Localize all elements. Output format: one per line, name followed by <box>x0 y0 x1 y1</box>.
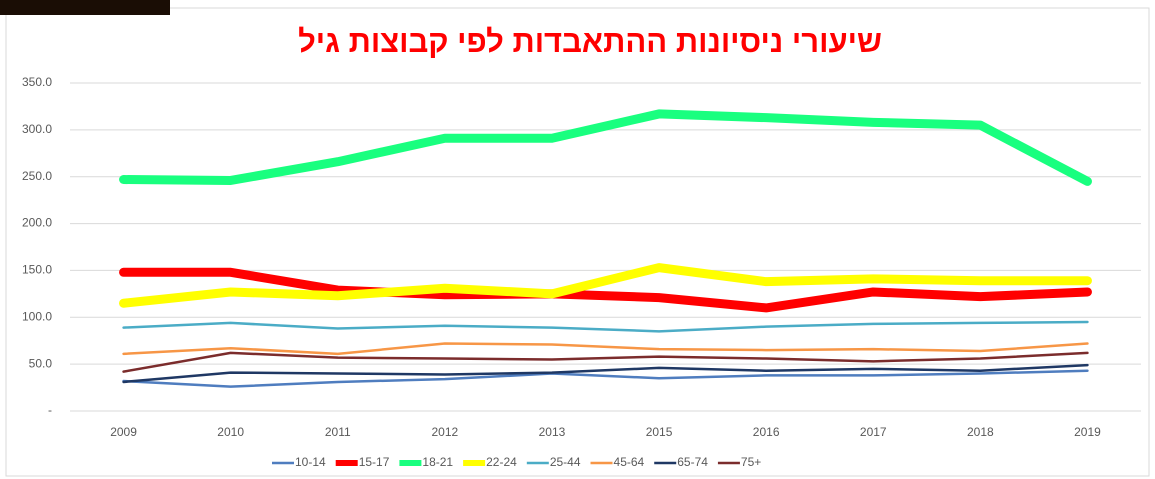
y-tick-label: 250.0 <box>22 169 52 183</box>
legend-label: 22-24 <box>486 455 517 469</box>
legend-label: 25-44 <box>550 455 581 469</box>
y-tick-label: 200.0 <box>22 216 52 230</box>
legend-label: 65-74 <box>677 455 708 469</box>
chart-frame <box>5 7 1150 477</box>
x-tick-label: 2017 <box>860 425 887 439</box>
y-tick-label: - <box>48 403 52 417</box>
corner-image <box>0 0 170 15</box>
x-tick-label: 2009 <box>110 425 137 439</box>
legend-label: 15-17 <box>359 455 390 469</box>
series-line <box>119 263 1092 308</box>
legend-label: 45-64 <box>614 455 645 469</box>
series-line <box>122 342 1089 356</box>
y-tick-label: 350.0 <box>22 75 52 89</box>
x-tick-label: 2012 <box>431 425 458 439</box>
x-tick-label: 2013 <box>539 425 566 439</box>
y-tick-label: 50.0 <box>29 356 53 370</box>
x-tick-label: 2016 <box>753 425 780 439</box>
y-tick-label: 100.0 <box>22 309 52 323</box>
series-line <box>122 369 1089 388</box>
series-line <box>122 351 1089 373</box>
legend-label: 10-14 <box>295 455 326 469</box>
x-tick-label: 2015 <box>646 425 673 439</box>
y-tick-label: 300.0 <box>22 122 52 136</box>
x-tick-label: 2010 <box>217 425 244 439</box>
legend-label: 75+ <box>741 455 761 469</box>
series-line <box>122 363 1089 384</box>
y-tick-label: 150.0 <box>22 263 52 277</box>
series-line <box>119 267 1092 313</box>
x-tick-label: 2018 <box>967 425 994 439</box>
legend-label: 18-21 <box>422 455 453 469</box>
chart-title: שיעורי ניסיונות ההתאבדות לפי קבוצות גיל <box>298 24 882 59</box>
series-line <box>122 320 1089 333</box>
x-tick-label: 2019 <box>1074 425 1101 439</box>
series-line <box>119 109 1092 186</box>
x-tick-label: 2011 <box>325 425 351 439</box>
